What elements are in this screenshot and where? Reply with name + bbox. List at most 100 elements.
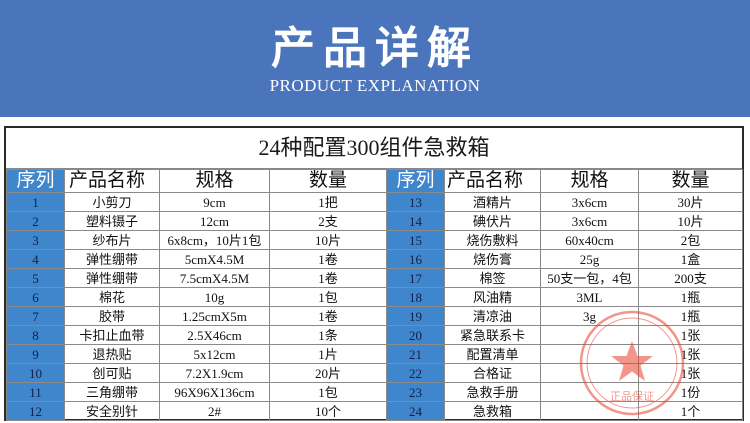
row-index: 5 [6,268,65,288]
row-index: 21 [386,344,445,364]
header-name: 产品名称 [64,169,160,193]
row-quantity: 1张 [638,363,743,383]
header-banner: 产品详解 PRODUCT EXPLANATION [0,0,750,117]
row-spec: 3x6cm [540,192,639,212]
row-quantity: 2支 [269,211,387,231]
banner-title: 产品详解 [271,23,479,74]
header-spec: 规格 [159,169,270,193]
row-name: 棉花 [64,287,160,307]
row-index: 2 [6,211,65,231]
row-index: 1 [6,192,65,212]
header-index: 序列 [6,169,65,193]
row-spec: 1.25cmX5m [159,306,270,326]
header-index: 序列 [386,169,445,193]
row-name: 清凉油 [444,306,541,326]
row-index: 7 [6,306,65,326]
row-index: 9 [6,344,65,364]
table-row: 4 弹性绷带 5cmX4.5M 1卷 16 烧伤膏 25g 1盒 [6,249,743,269]
row-index: 10 [6,363,65,383]
row-index: 14 [386,211,445,231]
table-row: 12 安全别针 2# 10个 24 急救箱 1个 [6,401,743,421]
table-title: 24种配置300组件急救箱 [6,128,742,169]
row-quantity: 1把 [269,192,387,212]
row-index: 18 [386,287,445,307]
row-spec: 10g [159,287,270,307]
row-index: 20 [386,325,445,345]
row-index: 22 [386,363,445,383]
row-quantity: 1张 [638,344,743,364]
row-index: 17 [386,268,445,288]
row-name: 风油精 [444,287,541,307]
row-index: 3 [6,230,65,250]
row-index: 16 [386,249,445,269]
row-name: 塑料镊子 [64,211,160,231]
header-spec: 规格 [540,169,639,193]
row-name: 卡扣止血带 [64,325,160,345]
row-name: 弹性绷带 [64,268,160,288]
row-name: 急救箱 [444,401,541,421]
row-spec: 60x40cm [540,230,639,250]
row-quantity: 1张 [638,325,743,345]
row-name: 棉签 [444,268,541,288]
row-quantity: 1条 [269,325,387,345]
row-quantity: 1卷 [269,249,387,269]
row-name: 配置清单 [444,344,541,364]
row-name: 合格证 [444,363,541,383]
row-spec: 9cm [159,192,270,212]
row-spec [540,363,639,383]
header-quantity: 数量 [638,169,743,193]
row-name: 急救手册 [444,382,541,402]
row-quantity: 30片 [638,192,743,212]
row-spec: 50支一包，4包 [540,268,639,288]
table-row: 5 弹性绷带 7.5cmX4.5M 1卷 17 棉签 50支一包，4包 200支 [6,268,743,288]
header-quantity: 数量 [269,169,387,193]
row-quantity: 20片 [269,363,387,383]
row-spec: 12cm [159,211,270,231]
row-name: 创可贴 [64,363,160,383]
row-spec [540,325,639,345]
row-spec: 6x8cm，10片1包 [159,230,270,250]
row-spec: 2.5X46cm [159,325,270,345]
row-quantity: 1包 [269,287,387,307]
table-row: 2 塑料镊子 12cm 2支 14 碘伏片 3x6cm 10片 [6,211,743,231]
row-spec: 5cmX4.5M [159,249,270,269]
row-name: 紧急联系卡 [444,325,541,345]
row-index: 24 [386,401,445,421]
header-name: 产品名称 [444,169,541,193]
table-row: 8 卡扣止血带 2.5X46cm 1条 20 紧急联系卡 1张 [6,325,743,345]
row-quantity: 200支 [638,268,743,288]
row-quantity: 1卷 [269,268,387,288]
row-spec: 5x12cm [159,344,270,364]
row-name: 酒精片 [444,192,541,212]
row-name: 纱布片 [64,230,160,250]
table-row: 6 棉花 10g 1包 18 风油精 3ML 1瓶 [6,287,743,307]
banner-subtitle: PRODUCT EXPLANATION [269,76,481,95]
row-quantity: 1卷 [269,306,387,326]
row-name: 三角绷带 [64,382,160,402]
row-quantity: 2包 [638,230,743,250]
row-name: 胶带 [64,306,160,326]
table-row: 9 退热贴 5x12cm 1片 21 配置清单 1张 [6,344,743,364]
row-quantity: 1个 [638,401,743,421]
row-name: 烧伤敷料 [444,230,541,250]
row-quantity: 1份 [638,382,743,402]
row-spec: 7.2X1.9cm [159,363,270,383]
row-quantity: 1片 [269,344,387,364]
row-index: 6 [6,287,65,307]
row-spec: 2# [159,401,270,421]
row-spec: 25g [540,249,639,269]
row-index: 4 [6,249,65,269]
row-name: 退热贴 [64,344,160,364]
table-row: 7 胶带 1.25cmX5m 1卷 19 清凉油 3g 1瓶 [6,306,743,326]
row-index: 23 [386,382,445,402]
product-table-panel: 24种配置300组件急救箱 序列 产品名称 规格 数量 序列 产品名称 规格 数… [4,126,744,421]
table-row: 10 创可贴 7.2X1.9cm 20片 22 合格证 1张 [6,363,743,383]
row-quantity: 1瓶 [638,306,743,326]
row-quantity: 1瓶 [638,287,743,307]
row-name: 小剪刀 [64,192,160,212]
table-row: 11 三角绷带 96X96X136cm 1包 23 急救手册 1份 [6,382,743,402]
row-quantity: 1包 [269,382,387,402]
row-index: 8 [6,325,65,345]
row-name: 碘伏片 [444,211,541,231]
row-spec [540,344,639,364]
